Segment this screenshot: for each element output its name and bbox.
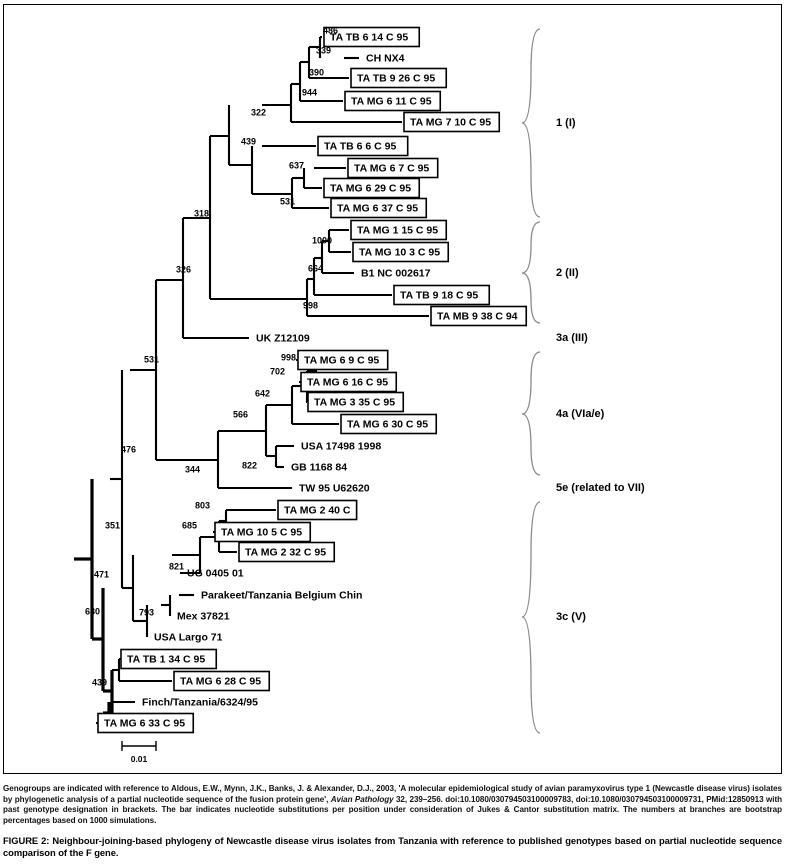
genotype-group-label: 3c (V) bbox=[556, 611, 586, 623]
tree-leaf-label: Parakeet/Tanzania Belgium Chin bbox=[201, 589, 362, 601]
genotype-group-labels: 1 (I) 2 (II) 3a (III) 4a (VIa/e) 5e (related… bbox=[556, 117, 645, 623]
bootstrap-value: 351 bbox=[105, 520, 120, 530]
bootstrap-value: 822 bbox=[242, 460, 257, 470]
bootstrap-value: 637 bbox=[289, 160, 304, 170]
bootstrap-value: 685 bbox=[182, 520, 197, 530]
genotype-braces bbox=[521, 28, 541, 734]
genotype-brace bbox=[521, 501, 541, 734]
caption-note-part1: Genogroups are indicated with reference … bbox=[3, 784, 782, 804]
bootstrap-value: 318 bbox=[194, 208, 209, 218]
tree-leaf-label: TA MG 10 5 C 95 bbox=[221, 526, 302, 538]
bootstrap-value: 390 bbox=[309, 67, 324, 77]
tree-leaf-label: TW 95 U62620 bbox=[299, 482, 370, 494]
tree-leaf-label: TA MG 6 11 C 95 bbox=[351, 95, 432, 107]
bootstrap-value: 339 bbox=[316, 45, 331, 55]
tree-leaf-label: UG 0405 01 bbox=[187, 567, 244, 579]
tree-leaf-label: USA Largo 71 bbox=[154, 631, 223, 643]
genotype-group-label: 4a (VIa/e) bbox=[556, 408, 605, 420]
tree-leaf-label: TA MG 2 40 C bbox=[284, 504, 351, 516]
tree-leaf-label: TA MG 6 29 C 95 bbox=[330, 182, 411, 194]
tree-leaf-label: CH NX4 bbox=[366, 52, 405, 64]
tree-leaf-label: B1 NC 002617 bbox=[361, 267, 431, 279]
tree-leaf-boxes bbox=[97, 26, 528, 734]
bootstrap-value: 998 bbox=[281, 352, 296, 362]
bootstrap-value: 702 bbox=[270, 366, 285, 376]
genotype-group-label: 5e (related to VII) bbox=[556, 482, 645, 494]
tree-leaf-label: TA MG 6 16 C 95 bbox=[307, 376, 388, 388]
bootstrap-value: 566 bbox=[233, 409, 248, 419]
caption-reference-note: Genogroups are indicated with reference … bbox=[3, 784, 782, 826]
bootstrap-value: 944 bbox=[302, 87, 317, 97]
figure-frame: TA TB 6 14 C 95 CH NX4 TA TB 9 26 C 95 TA M… bbox=[3, 4, 782, 774]
genotype-group-label: 1 (I) bbox=[556, 117, 576, 129]
scale-bar-label: 0.01 bbox=[131, 754, 148, 764]
bootstrap-value: 642 bbox=[255, 388, 270, 398]
bootstrap-value: 531 bbox=[280, 196, 295, 206]
tree-leaf-label: TA TB 9 18 C 95 bbox=[400, 289, 478, 301]
phylogenetic-tree: TA TB 6 14 C 95 CH NX4 TA TB 9 26 C 95 TA M… bbox=[74, 25, 645, 764]
tree-leaf-label: TA TB 9 26 C 95 bbox=[357, 72, 435, 84]
tree-leaf-label: TA MG 6 7 C 95 bbox=[354, 162, 429, 174]
tree-leaf-label: TA MG 6 30 C 95 bbox=[347, 418, 428, 430]
bootstrap-value: 664 bbox=[308, 263, 323, 273]
genotype-group-label: 3a (III) bbox=[556, 332, 588, 344]
tree-leaf-labels: TA TB 6 14 C 95 CH NX4 TA TB 9 26 C 95 TA M… bbox=[104, 31, 518, 729]
tree-leaf-label: Mex 37821 bbox=[177, 610, 230, 622]
bootstrap-value: 344 bbox=[185, 464, 200, 474]
bootstrap-value: 322 bbox=[251, 107, 266, 117]
tree-leaf-label: TA MG 6 33 C 95 bbox=[104, 717, 185, 729]
tree-leaf-label: TA MG 6 37 C 95 bbox=[337, 202, 418, 214]
bootstrap-value: 471 bbox=[94, 569, 109, 579]
genotype-brace bbox=[521, 351, 541, 476]
tree-leaf-label: Finch/Tanzania/6324/95 bbox=[142, 696, 258, 708]
bootstrap-value: 476 bbox=[121, 444, 136, 454]
tree-leaf-label: TA MG 1 15 C 95 bbox=[357, 224, 438, 236]
tree-leaf-label: TA MG 2 32 C 95 bbox=[245, 546, 326, 558]
tree-leaf-label: TA TB 6 14 C 95 bbox=[330, 31, 408, 43]
tree-leaf-label: TA TB 1 34 C 95 bbox=[127, 653, 205, 665]
tree-leaf-label: TA MG 3 35 C 95 bbox=[314, 396, 395, 408]
tree-leaf-label: TA TB 6 6 C 95 bbox=[324, 140, 397, 152]
tree-leaf-label: USA 17498 1998 bbox=[301, 440, 381, 452]
caption-note-part2: 32, 239–256. doi:10.1080/030794503100009… bbox=[3, 794, 782, 825]
tree-leaf-label: TA MB 9 38 C 94 bbox=[437, 310, 518, 322]
bootstrap-value: 486 bbox=[323, 25, 338, 35]
caption-area: Genogroups are indicated with reference … bbox=[3, 784, 782, 859]
tree-branches bbox=[74, 35, 429, 725]
tree-leaf-label: TA MG 6 28 C 95 bbox=[180, 675, 261, 687]
figure-caption: FIGURE 2: Neighbour-joining-based phylog… bbox=[3, 835, 782, 859]
bootstrap-value: 531 bbox=[144, 354, 159, 364]
bootstrap-value: 1000 bbox=[312, 235, 332, 245]
genotype-brace bbox=[521, 221, 541, 324]
tree-leaf-label: TA MG 10 3 C 95 bbox=[359, 246, 440, 258]
genotype-group-label: 2 (II) bbox=[556, 267, 579, 279]
tree-leaf-label: GB 1168 84 bbox=[291, 461, 347, 473]
genotype-brace bbox=[521, 28, 541, 218]
scale-bar: 0.01 bbox=[121, 741, 157, 764]
tree-leaf-label: TA MG 6 9 C 95 bbox=[304, 354, 379, 366]
bootstrap-value: 326 bbox=[176, 264, 191, 274]
bootstrap-value: 439 bbox=[92, 677, 107, 687]
bootstrap-value: 998 bbox=[303, 300, 318, 310]
tree-leaf-label: UK Z12109 bbox=[256, 332, 310, 344]
bootstrap-value: 821 bbox=[169, 561, 184, 571]
bootstrap-value: 803 bbox=[195, 500, 210, 510]
tree-leaf-label: TA MG 7 10 C 95 bbox=[410, 116, 491, 128]
bootstrap-value: 630 bbox=[85, 606, 100, 616]
tree-bootstrap-values: 486 339 390 944 322 439 637 531 318 1000 664 326 998… bbox=[85, 25, 338, 687]
caption-journal-name: Avian Pathology bbox=[330, 794, 394, 804]
bootstrap-value: 793 bbox=[139, 607, 154, 617]
bootstrap-value: 439 bbox=[241, 136, 256, 146]
